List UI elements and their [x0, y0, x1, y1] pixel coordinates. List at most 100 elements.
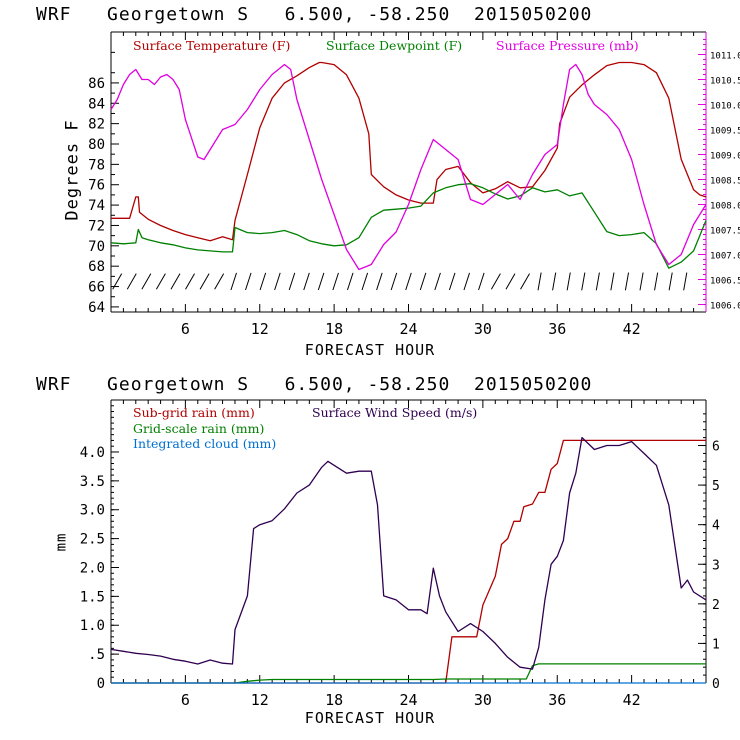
x-tick-label: 42 — [623, 320, 641, 338]
y2-tick-label: 1007.0 — [710, 252, 740, 262]
y-tick-label: 2.0 — [80, 560, 105, 576]
wind-barb — [419, 272, 427, 291]
y-tick-label: 74 — [88, 198, 105, 214]
x-tick-label: 18 — [325, 691, 343, 709]
y2-tick-label: 1010.0 — [710, 102, 740, 112]
wind-barb — [155, 273, 166, 290]
header-model: WRF — [36, 4, 72, 25]
legend-surface-wind-speed: Surface Wind Speed (m/s) — [312, 405, 478, 420]
legend-surface-pressure: Surface Pressure (mb) — [496, 38, 639, 53]
y-tick-label: 68 — [88, 259, 105, 275]
chart2-xlabel: FORECAST HOUR — [304, 709, 436, 727]
series-line-3 — [110, 436, 707, 670]
wind-barb — [537, 272, 542, 291]
wind-barb — [390, 272, 398, 291]
wind-barb — [361, 272, 369, 291]
legend-integrated-cloud: Integrated cloud (mm) — [133, 436, 277, 451]
y2-tick-label: 1009.5 — [710, 127, 740, 137]
series-line-0 — [111, 439, 706, 684]
y2-tick-label: 1006.0 — [710, 302, 740, 312]
wind-barb — [303, 272, 310, 291]
y-tick-label: .5 — [88, 647, 105, 663]
wind-barb — [346, 272, 354, 291]
series-line-1 — [110, 183, 707, 269]
wind-barb — [288, 272, 296, 291]
y2-tick-label: 3 — [712, 558, 720, 573]
wind-barb — [668, 272, 673, 291]
wind-barb — [683, 272, 688, 291]
header-coords: 6.500, -58.250 — [284, 374, 451, 395]
y2-tick-label: 5 — [712, 479, 720, 494]
chart2-header: WRF Georgetown S 6.500, -58.250 20150502… — [36, 374, 592, 395]
y-tick-label: 3.5 — [80, 474, 105, 490]
x-tick-label: 24 — [399, 691, 417, 709]
wind-barb — [434, 272, 441, 291]
wind-barb — [478, 272, 485, 291]
x-tick-label: 30 — [474, 691, 492, 709]
series-line-1 — [111, 663, 706, 684]
legend-surface-temperature: Surface Temperature (F) — [133, 38, 291, 53]
header-model: WRF — [36, 374, 72, 395]
wind-barb — [141, 273, 152, 290]
wind-barb — [639, 272, 644, 291]
x-tick-label: 6 — [181, 691, 190, 709]
legend-gridscale-rain: Grid-scale rain (mm) — [133, 421, 265, 436]
x-tick-label: 18 — [325, 320, 343, 338]
wind-barb — [376, 272, 383, 291]
x-tick-label: 30 — [474, 320, 492, 338]
wind-barb — [199, 273, 210, 290]
y-tick-label: 4.0 — [80, 445, 105, 461]
wind-barb — [490, 273, 501, 290]
chart1-xlabel: FORECAST HOUR — [304, 341, 436, 359]
wind-barb — [505, 273, 516, 290]
y2-tick-label: 1007.5 — [710, 227, 740, 237]
wind-barb — [566, 272, 571, 291]
y-tick-label: 82 — [88, 117, 105, 133]
y-tick-label: 1.0 — [80, 618, 105, 634]
y2-tick-label: 4 — [712, 519, 720, 534]
x-tick-label: 12 — [251, 320, 269, 338]
wind-barb — [332, 272, 339, 291]
y2-tick-label: 0 — [712, 677, 720, 692]
y-tick-label: 0 — [97, 676, 105, 692]
wind-barb — [520, 273, 530, 290]
y2-tick-label: 1 — [712, 637, 720, 652]
wind-barb — [463, 272, 471, 291]
wind-barb — [448, 272, 456, 291]
wind-barb — [230, 272, 237, 291]
x-tick-label: 36 — [548, 320, 566, 338]
wind-barb — [552, 272, 557, 291]
wind-barb — [405, 272, 412, 291]
y2-tick-label: 6 — [712, 440, 720, 455]
wind-barb — [170, 273, 181, 290]
wind-barb — [610, 272, 615, 291]
y-tick-label: 86 — [88, 76, 105, 92]
wind-barb — [274, 272, 281, 291]
header-init: 2015050200 — [474, 4, 593, 25]
y-tick-label: 80 — [88, 137, 105, 153]
y-tick-label: 84 — [88, 96, 105, 112]
wind-barb — [595, 272, 600, 291]
wind-barb — [624, 272, 630, 291]
legend-subgrid-rain: Sub-grid rain (mm) — [133, 405, 255, 420]
wind-barb — [185, 273, 195, 290]
header-coords: 6.500, -58.250 — [284, 4, 451, 25]
x-tick-label: 6 — [181, 320, 190, 338]
header-location: Georgetown S — [107, 374, 250, 395]
series-line-0 — [111, 61, 707, 242]
series-line-2 — [110, 63, 707, 271]
x-tick-label: 42 — [623, 691, 641, 709]
y-tick-label: 72 — [88, 218, 105, 234]
y-tick-label: 2.5 — [80, 532, 105, 548]
wind-barb — [126, 273, 137, 290]
wind-barb — [245, 272, 252, 291]
x-tick-label: 12 — [251, 691, 269, 709]
y-tick-label: 66 — [88, 280, 105, 296]
wind-barb — [259, 272, 267, 291]
wind-barb — [581, 272, 586, 291]
y2-tick-label: 1006.5 — [710, 277, 740, 287]
header-location: Georgetown S — [107, 4, 250, 25]
legend-surface-dewpoint: Surface Dewpoint (F) — [326, 38, 463, 53]
y2-tick-label: 1010.5 — [710, 77, 740, 87]
